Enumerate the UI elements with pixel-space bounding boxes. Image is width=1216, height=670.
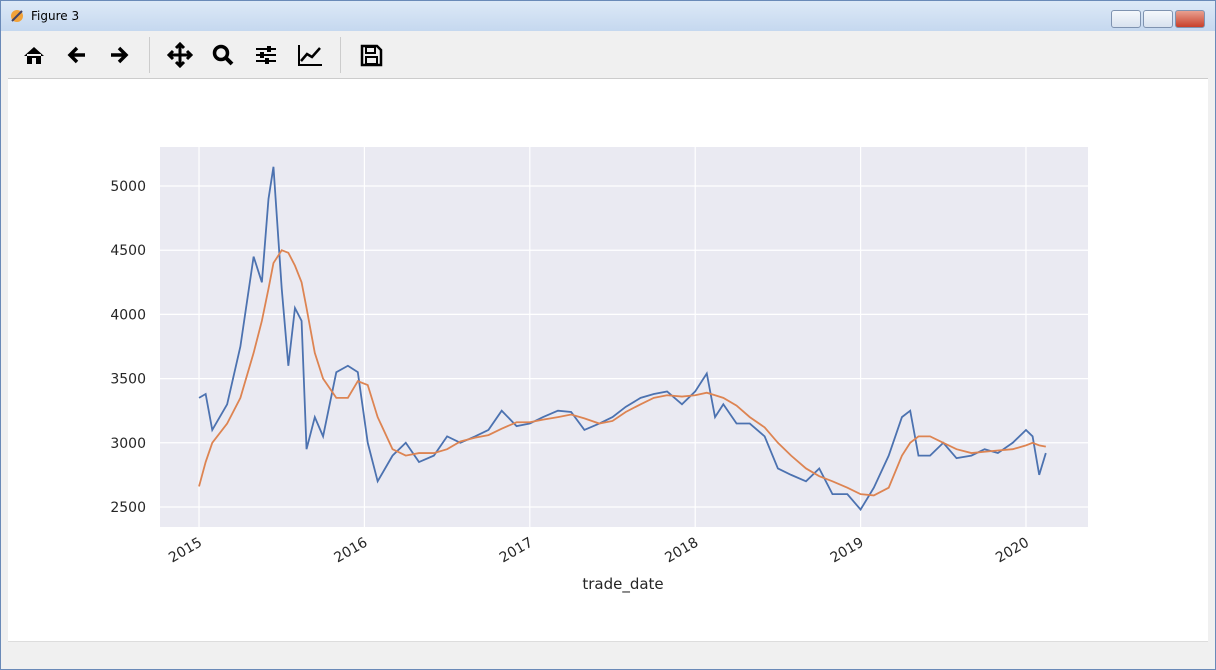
close-button[interactable] xyxy=(1175,10,1205,28)
forward-button[interactable] xyxy=(103,39,135,71)
axes-edit-button[interactable] xyxy=(294,39,326,71)
back-button[interactable] xyxy=(61,39,93,71)
save-button[interactable] xyxy=(355,39,387,71)
zoom-button[interactable] xyxy=(207,39,239,71)
pan-button[interactable] xyxy=(164,39,196,71)
x-axis-label: trade_date xyxy=(582,575,663,594)
minimize-button[interactable] xyxy=(1111,10,1141,28)
maximize-button[interactable] xyxy=(1143,10,1173,28)
y-tick-label: 5000 xyxy=(110,179,146,195)
subplots-button[interactable] xyxy=(250,39,282,71)
separator xyxy=(149,37,150,73)
home-button[interactable] xyxy=(18,39,50,71)
y-tick-label: 2500 xyxy=(110,500,146,516)
y-tick-label: 4500 xyxy=(110,243,146,259)
y-tick-label: 3500 xyxy=(110,372,146,388)
line-series xyxy=(198,249,1047,497)
title-bar: Figure 3 xyxy=(1,1,1215,31)
y-tick-label: 3000 xyxy=(110,436,146,452)
app-icon xyxy=(11,10,23,22)
toolbar xyxy=(8,31,1208,79)
y-tick-label: 4000 xyxy=(110,307,146,323)
window-title: Figure 3 xyxy=(31,9,80,23)
plot-area xyxy=(160,147,1088,527)
separator xyxy=(340,37,341,73)
status-bar xyxy=(8,641,1208,664)
